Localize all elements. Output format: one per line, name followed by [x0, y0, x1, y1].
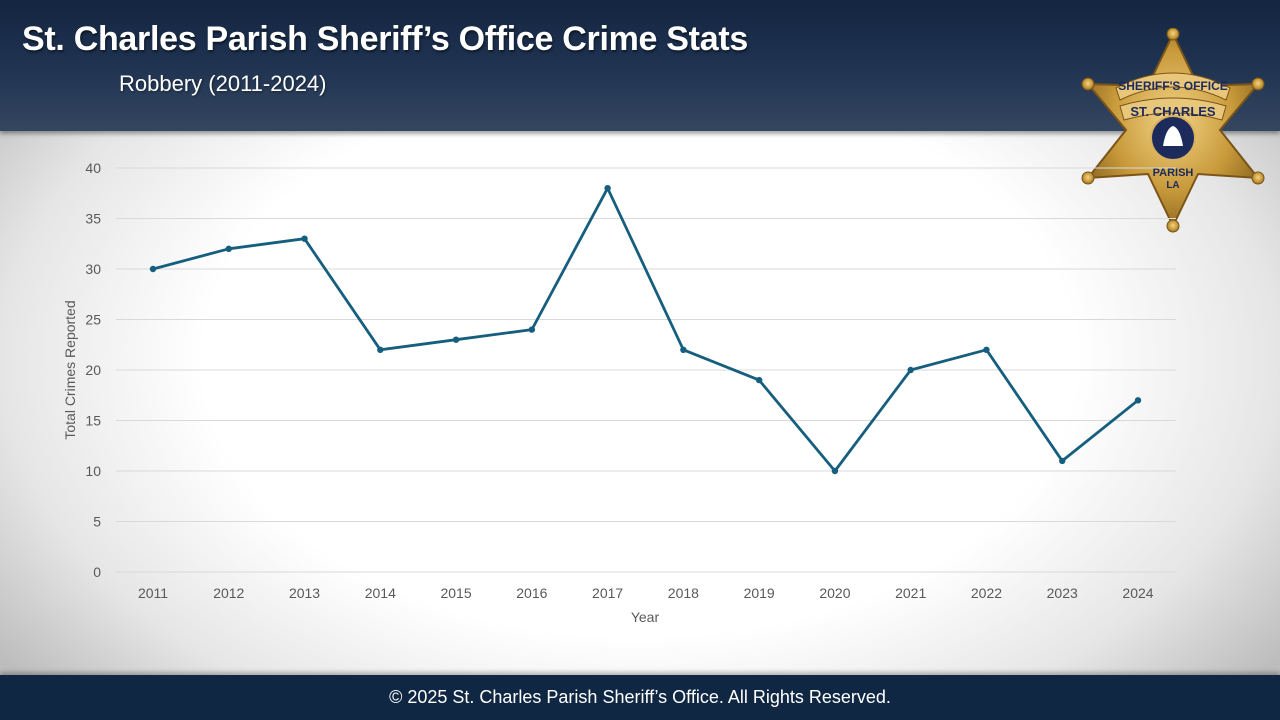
y-tick-label: 35: [85, 211, 101, 227]
x-tick-label: 2013: [289, 585, 320, 601]
x-tick-label: 2021: [895, 585, 926, 601]
header-banner: St. Charles Parish Sheriff’s Office Crim…: [0, 0, 1280, 131]
copyright-text: © 2025 St. Charles Parish Sheriff’s Offi…: [389, 687, 891, 707]
y-tick-label: 15: [85, 413, 101, 429]
series-line: [152, 186, 1139, 473]
x-tick-label: 2019: [744, 585, 775, 601]
x-tick-label: 2023: [1047, 585, 1078, 601]
data-point: [604, 185, 611, 192]
x-tick-label: 2012: [213, 585, 244, 601]
x-tick-label: 2017: [592, 585, 623, 601]
data-point: [1134, 397, 1142, 404]
y-tick-label: 25: [85, 312, 101, 328]
x-tick-label: 2020: [819, 585, 850, 601]
footer-bar: © 2025 St. Charles Parish Sheriff’s Offi…: [0, 675, 1280, 720]
data-point: [149, 265, 157, 273]
y-tick-label: 10: [85, 463, 101, 479]
badge-text-bottom: LA: [1166, 180, 1179, 191]
x-tick-label: 2018: [668, 585, 699, 601]
data-point: [528, 326, 536, 333]
data-point: [1059, 457, 1066, 465]
y-tick-label: 40: [85, 160, 101, 176]
data-point: [755, 376, 763, 384]
x-tick-label: 2011: [138, 585, 168, 601]
data-point: [225, 245, 232, 252]
badge-text-low: PARISH: [1153, 167, 1194, 179]
badge-text-mid: ST. CHARLES: [1130, 104, 1216, 119]
data-point: [831, 467, 839, 475]
x-axis-label: Year: [631, 609, 660, 625]
sheriff-star-badge-icon: SHERIFF'S OFFICE ST. CHARLES PARISH LA: [1081, 28, 1265, 233]
y-tick-label: 5: [93, 514, 101, 530]
data-point: [983, 346, 990, 353]
data-point: [301, 235, 308, 242]
badge-text-top: SHERIFF'S OFFICE: [1118, 79, 1228, 93]
page-title: St. Charles Parish Sheriff’s Office Crim…: [22, 20, 748, 58]
y-tick-label: 30: [85, 261, 101, 277]
data-point: [907, 366, 914, 374]
series-robbery: [149, 185, 1142, 475]
x-tick-label: 2024: [1122, 585, 1153, 601]
data-point: [452, 336, 460, 343]
y-tick-label: 0: [93, 564, 101, 580]
y-axis-label: Total Crimes Reported: [62, 300, 78, 439]
x-tick-labels: 2011 2012 2013 2014 2015 2016 2017 2018 2019 2020…: [138, 585, 1154, 601]
page-subtitle: Robbery (2011-2024): [119, 71, 327, 96]
y-tick-labels: 0 5 10 15 20 25 30 35 40: [85, 160, 101, 580]
x-tick-label: 2014: [365, 585, 396, 601]
x-tick-label: 2016: [516, 585, 547, 601]
gridlines: [116, 167, 1176, 573]
y-tick-label: 20: [85, 362, 101, 378]
x-tick-label: 2022: [971, 585, 1002, 601]
data-point: [680, 346, 687, 353]
x-tick-label: 2015: [440, 585, 471, 601]
data-point: [377, 346, 384, 353]
